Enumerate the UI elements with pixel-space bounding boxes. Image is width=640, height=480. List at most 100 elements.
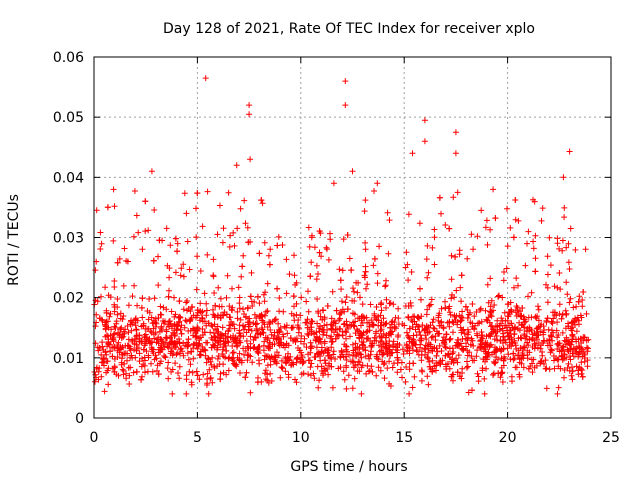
roti-point <box>149 348 156 355</box>
roti-point <box>457 284 464 291</box>
roti-point <box>337 364 344 371</box>
roti-point <box>526 349 533 356</box>
roti-point <box>532 255 539 262</box>
roti-point <box>267 361 274 368</box>
roti-point <box>193 342 200 349</box>
roti-point <box>187 361 194 368</box>
roti-point <box>185 328 192 334</box>
roti-point <box>151 207 158 213</box>
roti-point <box>260 330 267 336</box>
roti-point <box>504 243 511 250</box>
roti-point <box>142 198 149 205</box>
roti-point <box>235 284 242 291</box>
roti-point <box>153 355 160 362</box>
roti-point <box>440 324 447 331</box>
roti-point <box>119 351 126 358</box>
roti-point <box>276 308 283 315</box>
roti-point <box>343 385 350 392</box>
roti-point <box>134 302 141 309</box>
roti-point <box>362 268 369 275</box>
roti-point <box>495 370 502 377</box>
roti-point <box>483 365 490 372</box>
roti-point <box>111 284 118 290</box>
roti-point <box>294 354 301 361</box>
roti-point <box>236 305 243 312</box>
roti-point <box>438 348 445 354</box>
roti-point <box>477 345 484 352</box>
roti-point <box>127 321 134 328</box>
roti-point <box>321 340 328 347</box>
roti-point <box>548 318 555 325</box>
roti-point <box>423 336 430 343</box>
roti-point <box>350 364 357 371</box>
roti-point <box>240 333 247 340</box>
roti-point <box>386 346 393 353</box>
roti-point <box>135 345 142 351</box>
roti-point <box>236 294 243 301</box>
roti-point <box>521 316 528 323</box>
roti-point <box>403 329 410 336</box>
roti-point <box>575 367 582 374</box>
roti-point <box>510 234 517 241</box>
roti-point <box>569 350 576 357</box>
roti-point <box>111 330 118 337</box>
roti-point <box>279 365 286 372</box>
roti-point <box>180 273 187 280</box>
roti-point <box>375 317 382 324</box>
roti-point <box>205 356 212 363</box>
roti-point <box>301 340 307 347</box>
roti-point <box>340 236 347 243</box>
roti-point <box>104 343 111 350</box>
roti-point <box>321 322 328 329</box>
roti-point <box>570 353 577 360</box>
roti-point <box>304 316 311 323</box>
roti-point <box>565 323 572 330</box>
roti-point <box>410 336 417 343</box>
roti-point <box>323 244 330 251</box>
roti-point <box>482 307 489 314</box>
roti-point <box>248 269 255 276</box>
roti-point <box>305 371 312 378</box>
roti-point <box>265 345 272 352</box>
roti-point <box>340 368 347 375</box>
roti-point <box>290 359 296 366</box>
roti-point <box>128 352 135 359</box>
roti-point <box>442 222 449 228</box>
roti-point <box>246 111 253 118</box>
roti-point <box>141 334 148 341</box>
roti-point <box>289 325 295 331</box>
roti-point <box>400 351 407 357</box>
roti-point <box>490 358 497 365</box>
roti-point <box>579 303 586 310</box>
roti-point <box>245 321 252 328</box>
roti-point <box>465 329 472 336</box>
roti-point <box>318 253 325 260</box>
roti-point <box>454 359 461 366</box>
roti-point <box>350 285 356 292</box>
roti-point <box>383 277 389 284</box>
roti-point <box>405 303 412 309</box>
roti-point <box>386 330 393 337</box>
roti-point <box>365 335 372 342</box>
roti-point <box>121 245 128 252</box>
roti-point <box>479 365 486 372</box>
roti-point <box>346 351 352 358</box>
roti-point <box>315 351 322 358</box>
roti-point <box>401 322 408 329</box>
roti-point <box>370 262 377 269</box>
roti-point <box>316 328 323 335</box>
roti-point <box>231 242 238 249</box>
roti-point <box>192 334 199 341</box>
roti-point <box>452 253 459 260</box>
roti-point <box>168 348 175 355</box>
roti-point <box>377 367 384 374</box>
roti-point <box>463 343 469 350</box>
roti-point <box>242 347 249 354</box>
roti-point <box>125 302 132 309</box>
roti-point <box>513 303 520 310</box>
roti-point <box>469 387 475 394</box>
roti-point <box>342 299 349 306</box>
roti-point <box>493 346 500 353</box>
roti-point <box>369 342 376 349</box>
roti-point <box>263 308 270 315</box>
